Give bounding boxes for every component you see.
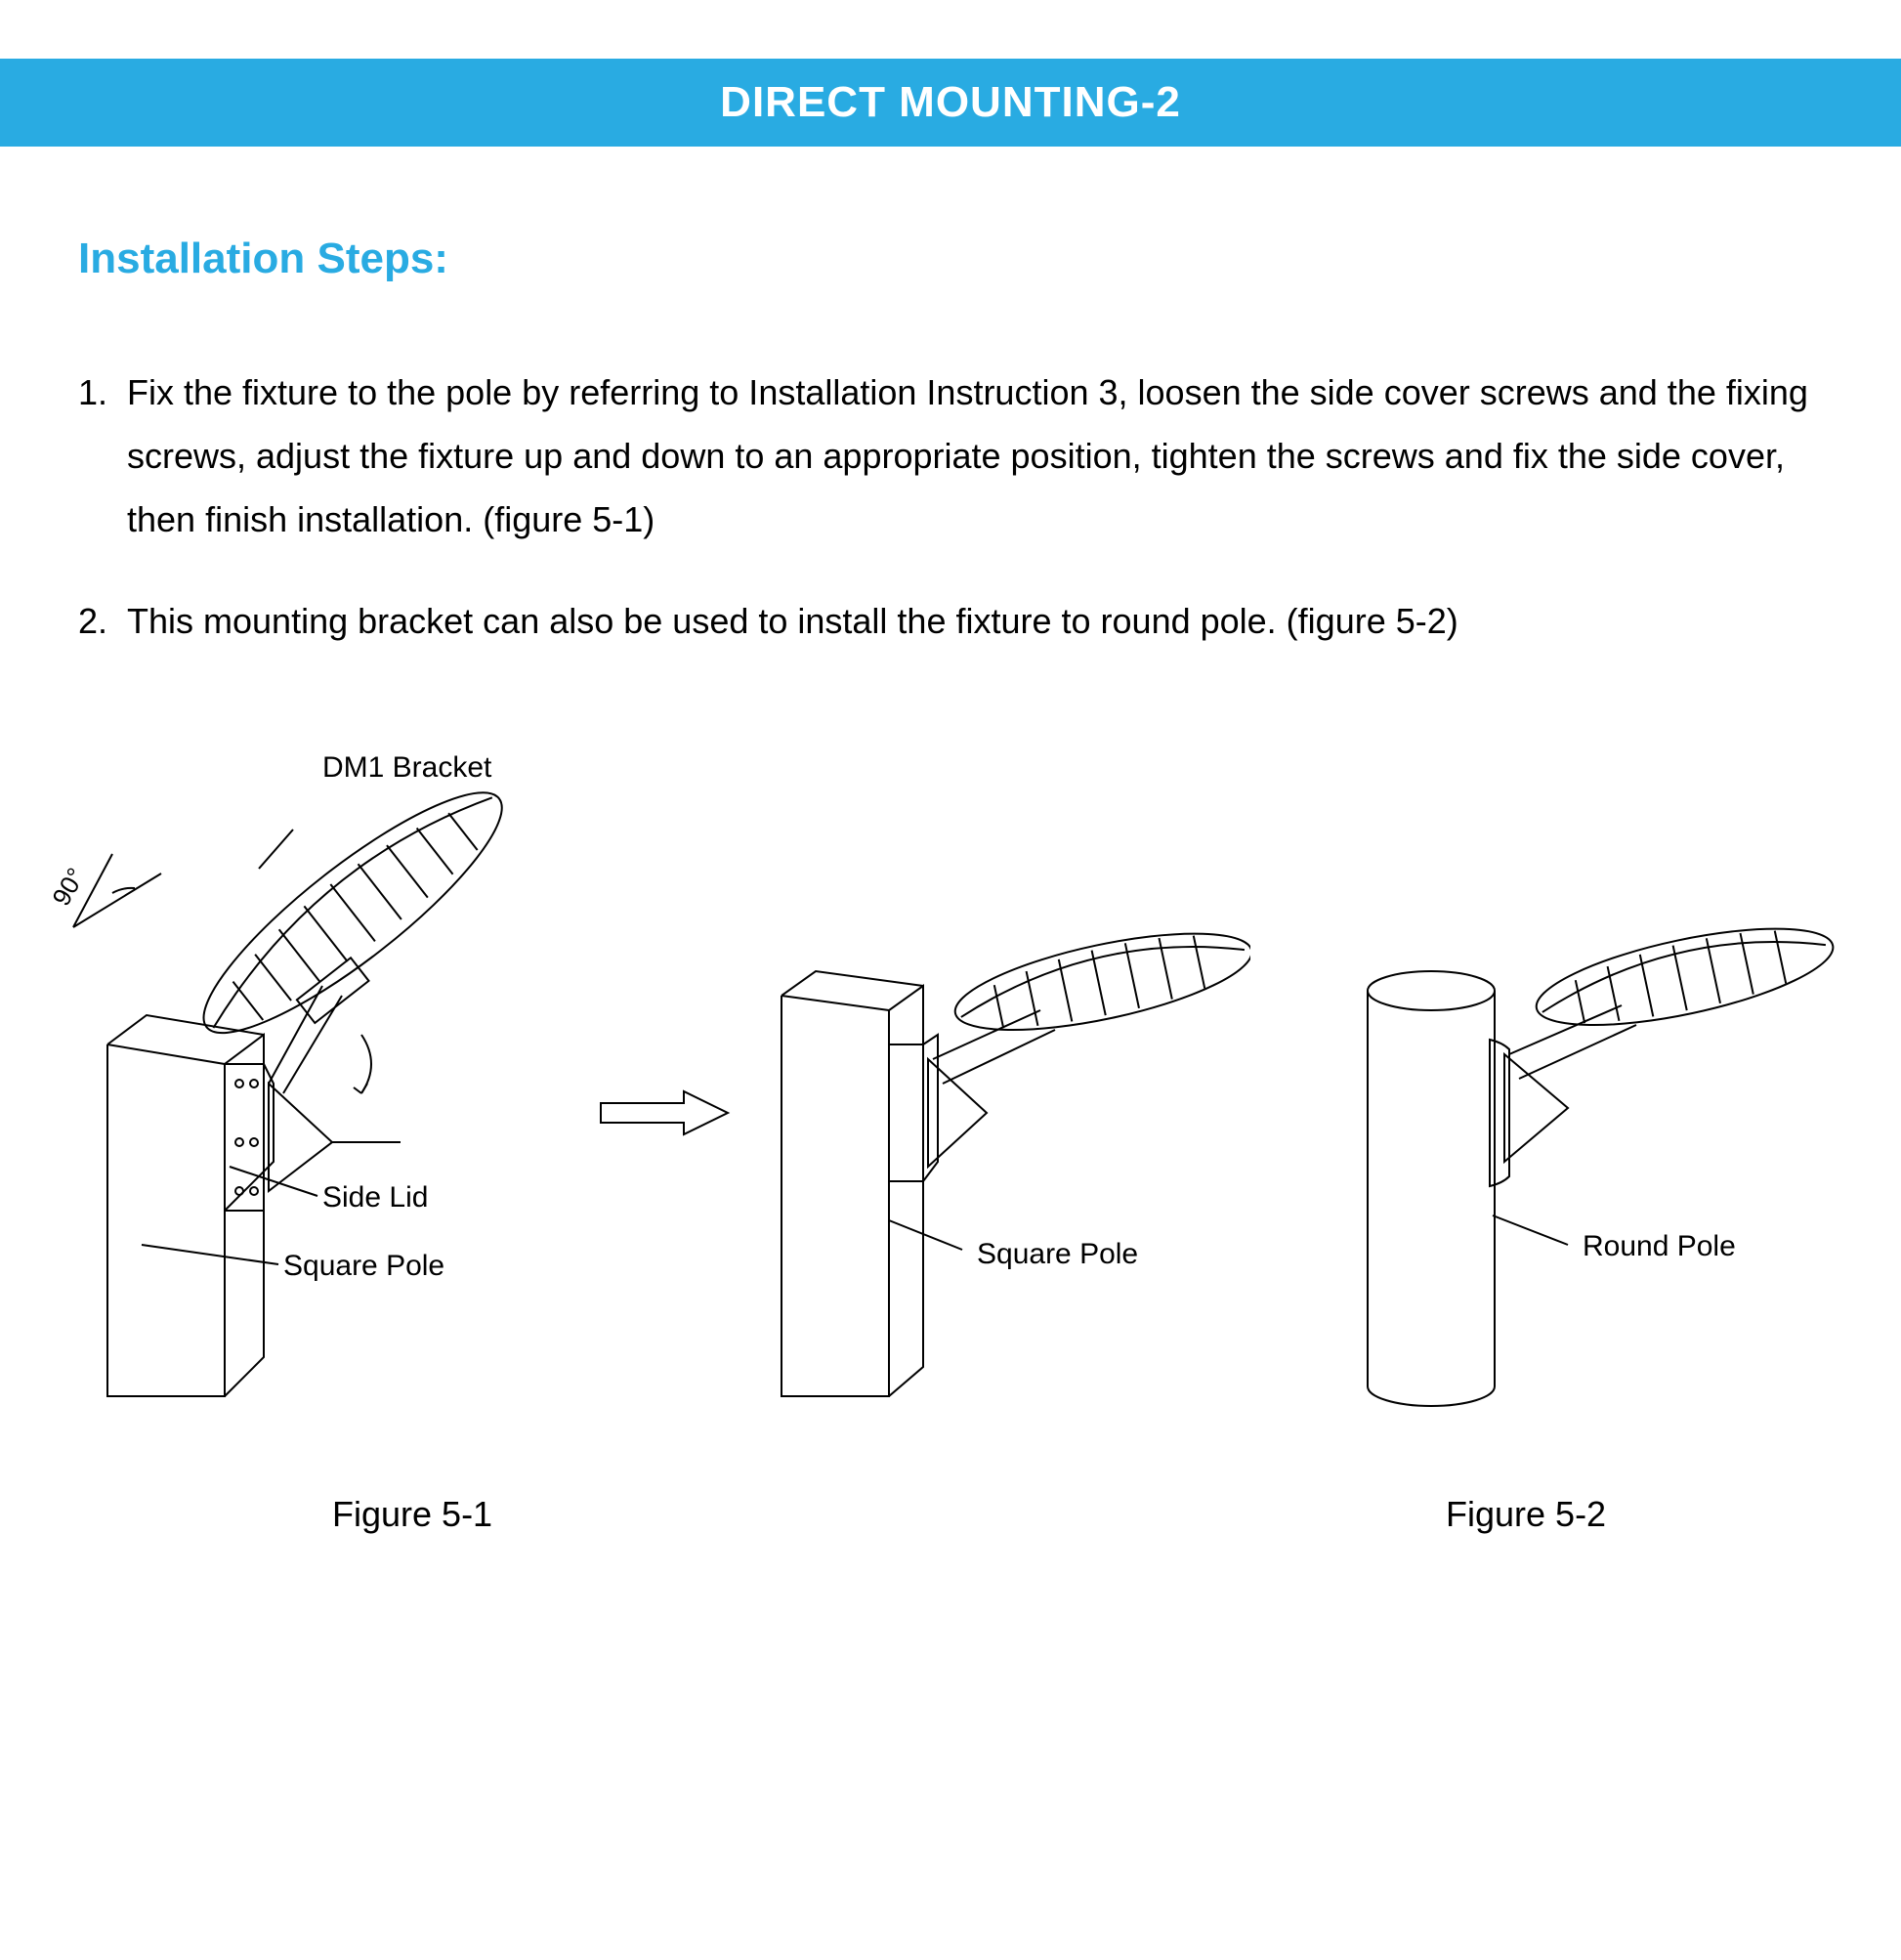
figures-area: 90° [78,712,1823,1592]
section-title: Installation Steps: [78,234,1823,283]
step-1-text: Fix the fixture to the pole by referring… [127,362,1823,551]
callout-round-pole: Round Pole [1583,1230,1736,1263]
figure-5-2-drawing [1329,830,1837,1416]
step-2: 2. This mounting bracket can also be use… [78,590,1823,654]
figure-5-1-left-drawing: 90° [20,732,576,1416]
callout-dm1-bracket: DM1 Bracket [322,751,491,785]
step-1: 1. Fix the fixture to the pole by referr… [78,362,1823,551]
step-2-text: This mounting bracket can also be used t… [127,590,1823,654]
figure-5-1-label: Figure 5-1 [332,1494,492,1535]
leader-side-lid [220,1162,337,1220]
figure-5-1-right-drawing [742,830,1250,1416]
step-1-num: 1. [78,362,127,551]
steps-list: 1. Fix the fixture to the pole by referr… [78,362,1823,654]
page-header-title: DIRECT MOUNTING-2 [720,78,1181,126]
arrow-icon [596,1084,733,1142]
callout-side-lid: Side Lid [322,1181,428,1214]
callout-square-pole-2: Square Pole [977,1238,1138,1271]
angle-label: 90° [46,863,91,911]
callout-square-pole-1: Square Pole [283,1250,444,1283]
step-2-num: 2. [78,590,127,654]
page-header-bar: DIRECT MOUNTING-2 [0,59,1901,147]
figure-5-2-label: Figure 5-2 [1446,1494,1606,1535]
leader-square-pole-1 [137,1240,293,1289]
section-title-text: Installation Steps: [78,234,448,282]
content-area: Installation Steps: 1. Fix the fixture t… [0,234,1901,1592]
